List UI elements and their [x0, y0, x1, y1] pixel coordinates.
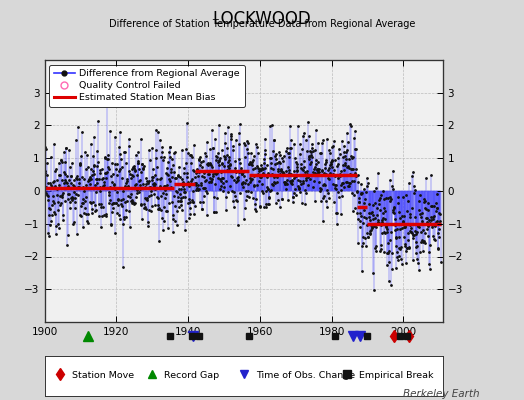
Text: Empirical Break: Empirical Break: [359, 372, 434, 380]
Text: Station Move: Station Move: [72, 372, 135, 380]
Text: Difference of Station Temperature Data from Regional Average: Difference of Station Temperature Data f…: [109, 19, 415, 29]
Text: Record Gap: Record Gap: [164, 372, 219, 380]
Text: LOCKWOOD: LOCKWOOD: [213, 10, 311, 28]
Text: Berkeley Earth: Berkeley Earth: [403, 389, 479, 399]
Text: Time of Obs. Change: Time of Obs. Change: [256, 372, 355, 380]
Legend: Difference from Regional Average, Quality Control Failed, Estimated Station Mean: Difference from Regional Average, Qualit…: [49, 65, 245, 107]
